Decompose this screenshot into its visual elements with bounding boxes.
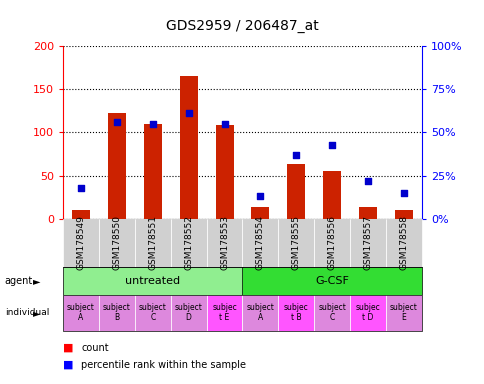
Text: individual: individual	[5, 308, 49, 317]
Text: GSM178558: GSM178558	[399, 215, 408, 270]
Bar	[358, 207, 376, 219]
Text: G-CSF: G-CSF	[315, 276, 348, 286]
Text: GSM178549: GSM178549	[76, 215, 85, 270]
Text: subject
C: subject C	[138, 303, 166, 323]
Text: GSM178551: GSM178551	[148, 215, 157, 270]
Bar	[215, 125, 233, 219]
Point	[184, 111, 192, 117]
Text: ►: ►	[32, 308, 40, 318]
Bar	[322, 171, 340, 219]
Point	[149, 121, 156, 127]
Point	[220, 121, 228, 127]
Text: GSM178554: GSM178554	[256, 215, 264, 270]
Bar	[72, 210, 90, 219]
Text: GSM178555: GSM178555	[291, 215, 300, 270]
Text: subject
C: subject C	[318, 303, 346, 323]
Text: subjec
t D: subjec t D	[355, 303, 380, 323]
Text: subjec
t B: subjec t B	[283, 303, 308, 323]
Text: untreated: untreated	[125, 276, 180, 286]
Text: subject
A: subject A	[67, 303, 95, 323]
Text: GSM178553: GSM178553	[220, 215, 228, 270]
Bar	[179, 76, 197, 219]
Text: subject
E: subject E	[389, 303, 417, 323]
Text: subject
B: subject B	[103, 303, 131, 323]
Text: GSM178552: GSM178552	[184, 215, 193, 270]
Point	[256, 194, 264, 200]
Text: count: count	[81, 343, 109, 353]
Point	[77, 185, 85, 191]
Text: GDS2959 / 206487_at: GDS2959 / 206487_at	[166, 19, 318, 33]
Bar	[107, 114, 125, 219]
Bar	[251, 207, 269, 219]
Point	[328, 142, 335, 148]
Text: percentile rank within the sample: percentile rank within the sample	[81, 360, 246, 370]
Text: ■: ■	[63, 343, 74, 353]
Text: subject
A: subject A	[246, 303, 274, 323]
Point	[399, 190, 407, 196]
Point	[113, 119, 121, 125]
Point	[292, 152, 300, 158]
Text: subject
D: subject D	[174, 303, 202, 323]
Bar	[287, 164, 304, 219]
Text: GSM178557: GSM178557	[363, 215, 372, 270]
Point	[363, 178, 371, 184]
Text: ■: ■	[63, 360, 74, 370]
Text: GSM178550: GSM178550	[112, 215, 121, 270]
Text: ►: ►	[32, 276, 40, 286]
Text: GSM178556: GSM178556	[327, 215, 336, 270]
Bar	[394, 210, 412, 219]
Text: subjec
t E: subjec t E	[212, 303, 237, 323]
Bar	[143, 124, 161, 219]
Text: agent: agent	[5, 276, 33, 286]
